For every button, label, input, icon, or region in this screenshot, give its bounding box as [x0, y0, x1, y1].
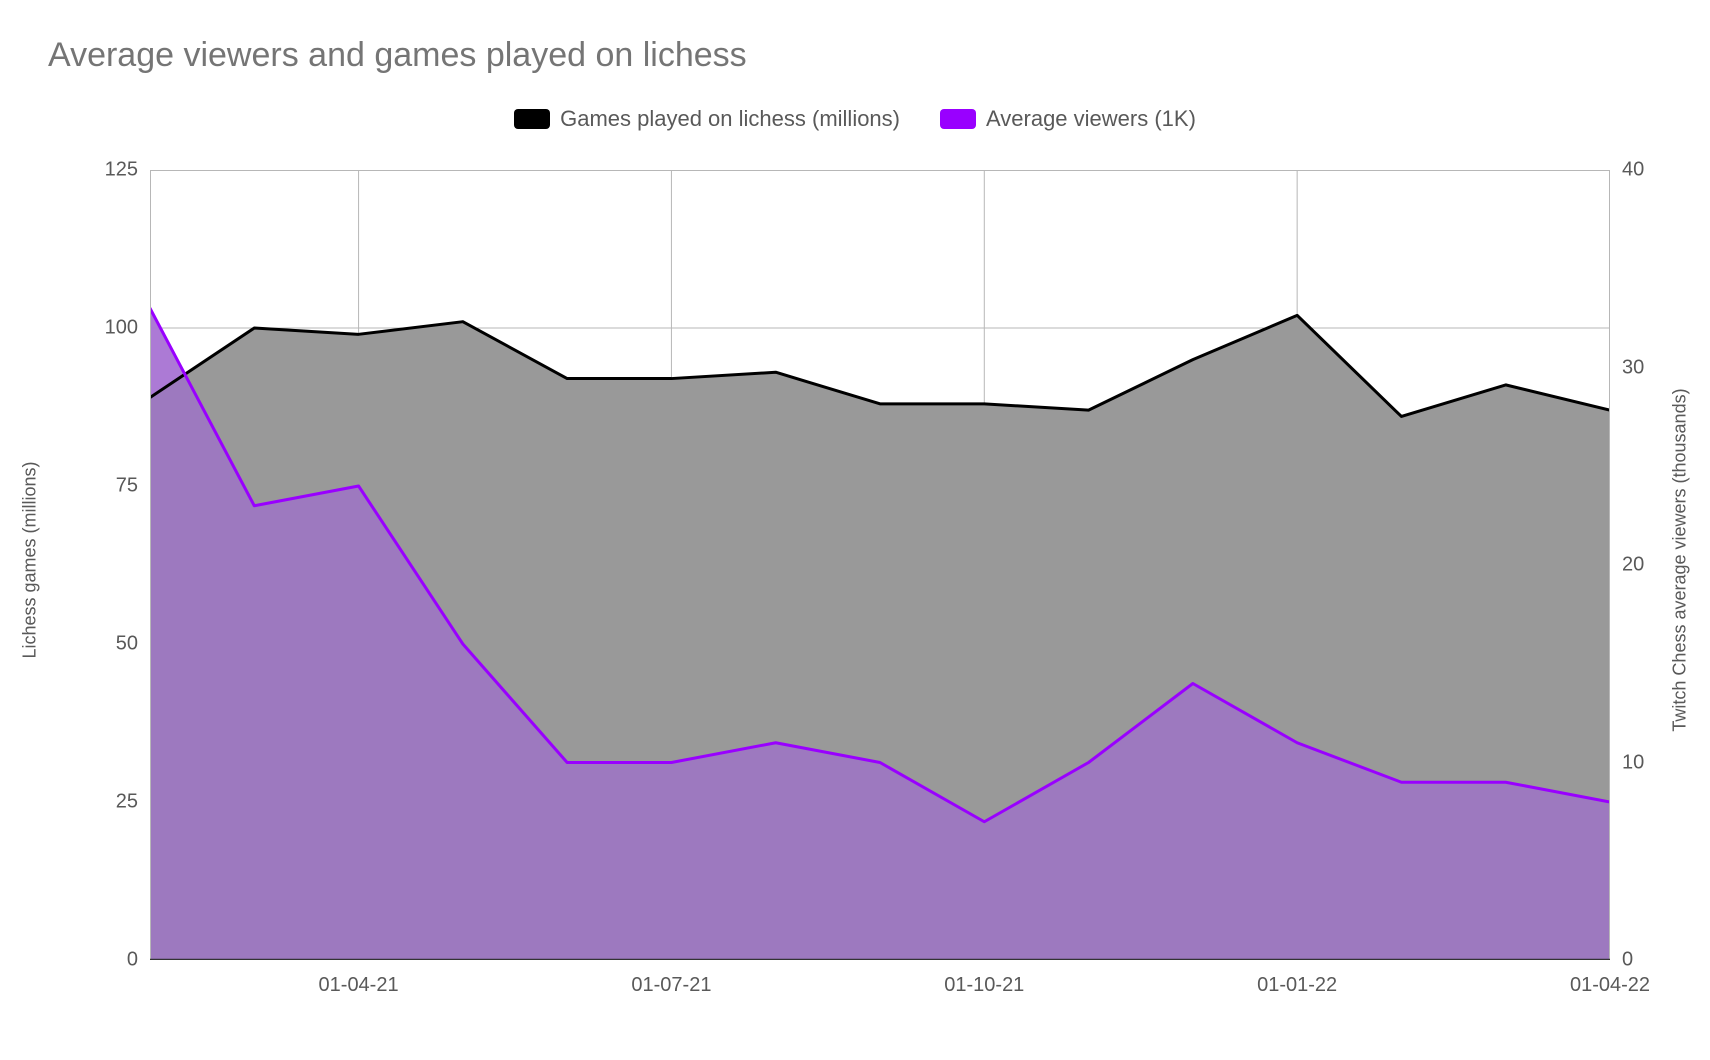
- y-left-tick: 0: [127, 949, 138, 972]
- legend-label: Average viewers (1K): [986, 106, 1196, 132]
- x-tick: 01-07-21: [631, 974, 711, 997]
- chart-title: Average viewers and games played on lich…: [48, 36, 747, 75]
- x-tick: 01-04-21: [319, 974, 399, 997]
- legend-item-viewers: Average viewers (1K): [940, 106, 1196, 132]
- y-left-tick: 25: [116, 791, 138, 814]
- plot-svg: [150, 170, 1610, 960]
- y-left-tick: 75: [116, 475, 138, 498]
- x-tick: 01-04-22: [1570, 974, 1650, 997]
- y-left-tick: 50: [116, 633, 138, 656]
- legend-label: Games played on lichess (millions): [560, 106, 900, 132]
- y-right-tick: 20: [1622, 554, 1644, 577]
- y-right-tick: 0: [1622, 949, 1633, 972]
- plot-area: [150, 170, 1610, 960]
- legend-swatch: [514, 109, 550, 129]
- chart-root: Average viewers and games played on lich…: [0, 0, 1710, 1060]
- x-tick: 01-01-22: [1257, 974, 1337, 997]
- y-left-axis-label: Lichess games (millions): [20, 461, 41, 658]
- y-right-tick: 40: [1622, 159, 1644, 182]
- y-right-tick: 30: [1622, 356, 1644, 379]
- x-tick: 01-10-21: [944, 974, 1024, 997]
- y-right-tick: 10: [1622, 751, 1644, 774]
- legend-item-games: Games played on lichess (millions): [514, 106, 900, 132]
- legend: Games played on lichess (millions) Avera…: [0, 106, 1710, 132]
- y-left-tick: 100: [105, 317, 138, 340]
- y-left-tick: 125: [105, 159, 138, 182]
- y-right-axis-label: Twitch Chess average viewers (thousands): [1670, 388, 1691, 731]
- legend-swatch: [940, 109, 976, 129]
